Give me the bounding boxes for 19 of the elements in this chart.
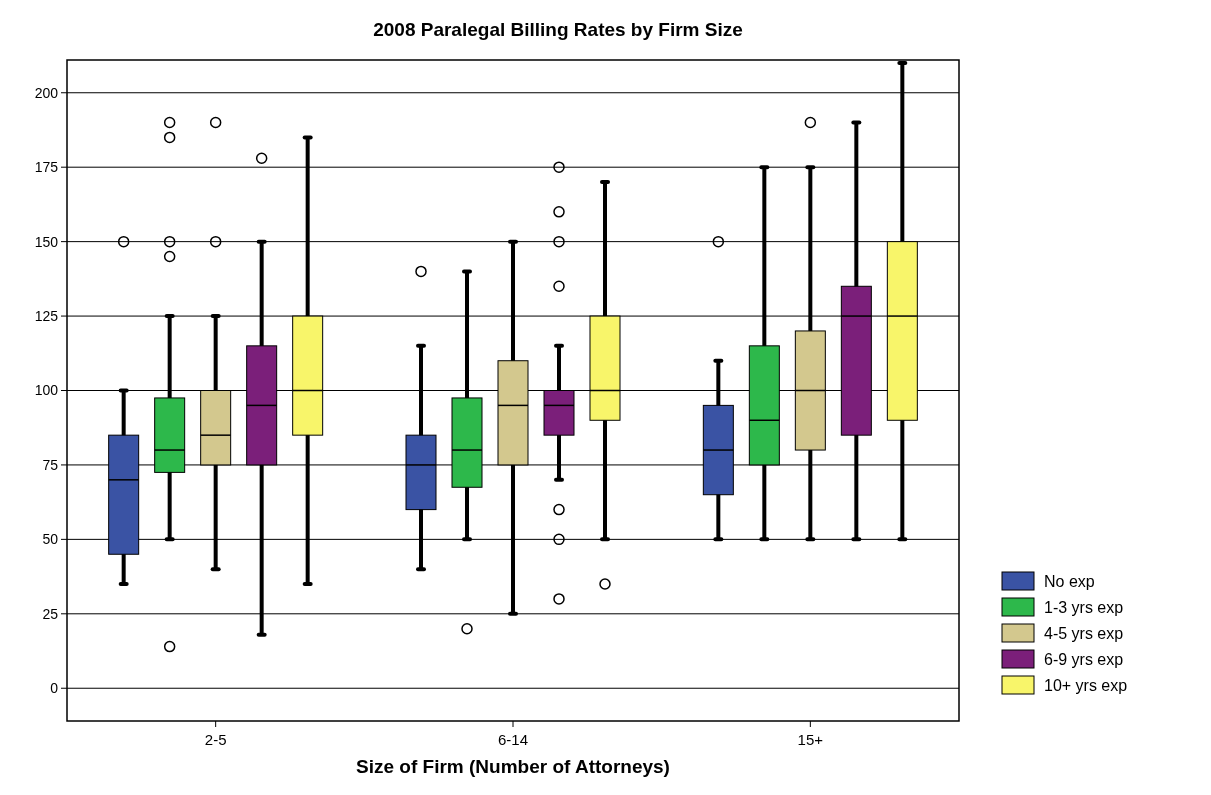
x-tick-label: 6-14 bbox=[497, 731, 529, 748]
legend-label: 4-5 yrs exp bbox=[1044, 624, 1124, 642]
y-tick-label: 25 bbox=[42, 605, 59, 622]
y-tick-label: 175 bbox=[34, 159, 59, 176]
y-tick-label: 200 bbox=[34, 84, 59, 101]
legend-label: 1-3 yrs exp bbox=[1044, 598, 1124, 616]
x-axis-title: Size of Firm (Number of Attorneys) bbox=[356, 756, 670, 777]
legend-label: 10+ yrs exp bbox=[1044, 676, 1128, 694]
y-tick-label: 100 bbox=[34, 382, 59, 399]
y-tick-label: 50 bbox=[42, 531, 59, 548]
x-tick-label: 15+ bbox=[797, 731, 824, 748]
legend-label: No exp bbox=[1044, 572, 1095, 590]
y-tick-label: 125 bbox=[34, 307, 59, 324]
y-tick-label: 75 bbox=[42, 456, 59, 473]
chart-title: 2008 Paralegal Billing Rates by Firm Size bbox=[373, 19, 743, 40]
y-tick-label: 150 bbox=[34, 233, 59, 250]
x-tick-label: 2-5 bbox=[204, 731, 227, 748]
y-tick-label: 0 bbox=[50, 680, 59, 697]
legend-label: 6-9 yrs exp bbox=[1044, 650, 1124, 668]
